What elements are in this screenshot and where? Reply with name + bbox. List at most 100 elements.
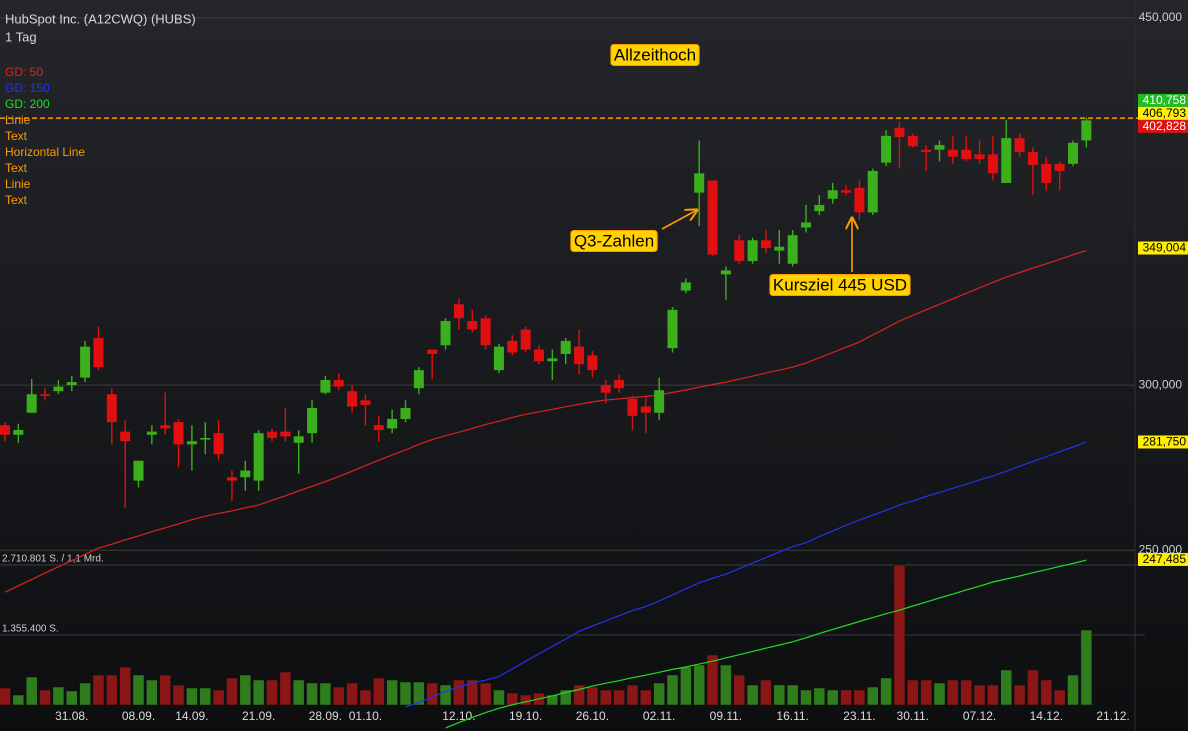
volume-bar <box>1000 669 1012 706</box>
candle-body <box>80 346 91 378</box>
volume-bar <box>439 684 452 706</box>
candle-body <box>507 340 518 353</box>
candle-body <box>720 270 731 275</box>
candle-body <box>760 240 771 249</box>
candle-body <box>387 418 398 429</box>
candle-body <box>320 379 331 393</box>
volume-bar <box>893 564 906 706</box>
candle-body <box>240 470 251 478</box>
annotation-box <box>570 229 658 252</box>
candle-body <box>440 320 451 346</box>
volume-bar <box>333 686 345 706</box>
volume-bar <box>92 674 105 706</box>
candle-body <box>947 149 958 157</box>
annotation-text: Q3-Zahlen <box>574 231 654 250</box>
volume-bar <box>640 689 652 706</box>
volume-bar <box>653 682 665 706</box>
candle-body <box>854 187 865 213</box>
candle-body <box>1081 120 1092 141</box>
annotation-text: Kursziel 445 USD <box>773 275 907 294</box>
volume-bar <box>880 677 892 706</box>
volume-bar <box>199 687 211 706</box>
candle-body <box>921 149 932 153</box>
volume-bar <box>292 679 305 706</box>
candle-body <box>226 477 237 481</box>
annotation-text: Allzeithoch <box>614 45 696 64</box>
volume-bar <box>786 684 799 706</box>
legend-entry: Text <box>5 193 28 207</box>
volume-bar <box>933 682 946 706</box>
volume-bar <box>466 679 478 706</box>
x-tick-label: 14.09. <box>175 709 208 723</box>
moving-average-line <box>4 250 1087 593</box>
candle-body <box>881 135 892 163</box>
candle-body <box>801 222 811 228</box>
volume-bar <box>626 684 639 706</box>
x-tick-label: 26.10. <box>576 709 609 723</box>
candle-body <box>814 204 825 212</box>
annotation-box <box>769 273 911 296</box>
volume-bar <box>1013 684 1026 706</box>
annotation-box <box>610 43 700 66</box>
volume-bar <box>119 666 131 706</box>
candle-body <box>600 385 611 393</box>
moving-average-line <box>445 559 1087 729</box>
volume-bar <box>546 694 559 706</box>
candle-body <box>373 425 384 431</box>
volume-bar <box>1053 689 1066 706</box>
candle-body <box>0 425 10 435</box>
x-tick-label: 09.11. <box>710 709 742 723</box>
candle-body <box>173 422 184 445</box>
volume-bar <box>226 677 238 706</box>
price-tag-label: 402,828 <box>1143 119 1187 133</box>
candle-body <box>547 358 558 362</box>
candle-body <box>747 240 758 262</box>
volume-bar <box>506 692 519 706</box>
candle-body <box>667 309 678 349</box>
volume-tick-label: 1.355.400 S. <box>2 624 59 635</box>
volume-bar <box>1067 674 1079 706</box>
price-tag-label: 247,485 <box>1143 552 1187 566</box>
candle-body <box>413 370 424 389</box>
annotation-arrow <box>661 210 697 230</box>
candle-body <box>1001 138 1012 183</box>
candle-body <box>213 433 224 455</box>
legend-entry: GD: 150 <box>5 81 50 95</box>
annotations: Allzeithoch Q3-Zahlen Kursziel 445 USD <box>570 43 911 296</box>
candle-body <box>987 154 998 174</box>
candle-body <box>574 346 585 365</box>
volume-bar <box>800 689 812 706</box>
volume-bar <box>79 682 91 706</box>
candle-body <box>360 400 371 405</box>
volume-bar <box>960 679 972 706</box>
candle-body <box>93 338 104 368</box>
legend-entry: Linie <box>5 113 31 127</box>
volume-bar <box>453 679 465 706</box>
candle-body <box>774 246 785 251</box>
volume-bar <box>666 674 679 706</box>
candle-body <box>40 394 51 396</box>
legend-entry: Text <box>5 129 28 143</box>
volume-bar <box>987 684 999 706</box>
candle-body <box>186 441 197 445</box>
candle-body <box>493 346 504 371</box>
volume-bar <box>813 687 826 706</box>
price-tag-label: 281,750 <box>1143 435 1187 449</box>
volume-bar <box>680 666 692 706</box>
candle-body <box>614 379 625 389</box>
candle-body <box>1068 142 1078 164</box>
candle-body <box>293 436 304 443</box>
volume-bar <box>39 689 51 706</box>
candle-body <box>120 431 131 442</box>
volume-bar <box>493 689 505 706</box>
candle-body <box>1027 152 1038 165</box>
candle-body <box>654 390 665 413</box>
candle-body <box>66 382 77 386</box>
legend-entry: GD: 200 <box>5 97 50 111</box>
legend-entry: Text <box>5 161 28 175</box>
price-tag <box>1138 552 1188 566</box>
candle-body <box>827 190 838 199</box>
candle-body <box>146 431 157 435</box>
candle-body <box>1041 163 1052 183</box>
